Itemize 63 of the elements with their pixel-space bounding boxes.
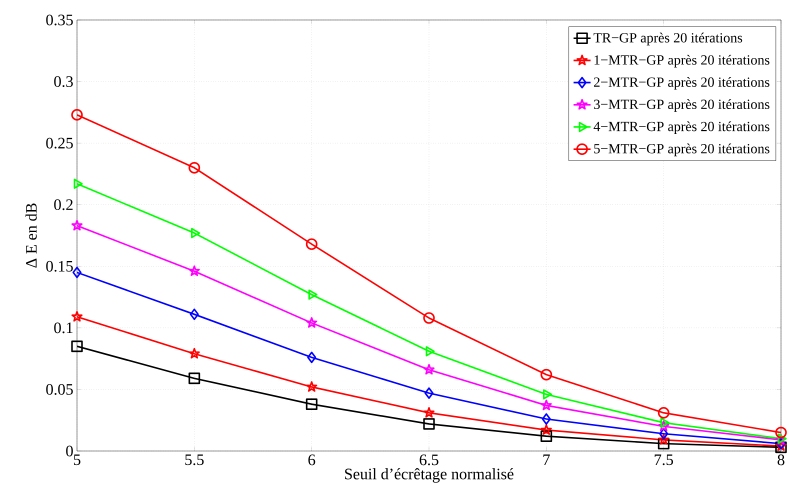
point bbox=[424, 387, 434, 399]
x-tick-label: 5 bbox=[74, 454, 80, 466]
point bbox=[658, 407, 670, 419]
point bbox=[658, 438, 670, 450]
y-tick-label: 0.35 bbox=[46, 14, 73, 26]
y-tick-label: 0.3 bbox=[54, 76, 73, 87]
x-tick-label: 7 bbox=[543, 454, 550, 465]
x-tick-label: 8 bbox=[778, 454, 784, 466]
point bbox=[660, 418, 670, 428]
x-axis-title: Seuil d’écrêtage normalisé bbox=[345, 468, 514, 483]
point bbox=[543, 389, 552, 400]
point bbox=[191, 228, 200, 238]
y-axis-title: Δ E en dB bbox=[26, 203, 37, 268]
point bbox=[72, 266, 82, 278]
point bbox=[776, 438, 786, 450]
x-tick-label: 6.5 bbox=[420, 454, 438, 466]
legend-label: 5−MTR−GP après 20 itérations bbox=[594, 144, 770, 156]
point bbox=[306, 238, 318, 250]
y-tick-label: 0.15 bbox=[46, 260, 73, 272]
point bbox=[306, 317, 318, 328]
point bbox=[423, 312, 435, 324]
point bbox=[540, 424, 552, 435]
x-tick-label: 6 bbox=[308, 454, 316, 466]
point bbox=[306, 398, 318, 410]
x-tick-label: 7.5 bbox=[654, 454, 674, 466]
point bbox=[778, 434, 787, 444]
point bbox=[71, 109, 83, 121]
point bbox=[188, 372, 200, 384]
point bbox=[775, 440, 787, 451]
legend-label: 1−MTR−GP après 20 itérations bbox=[594, 54, 770, 68]
point bbox=[542, 413, 551, 425]
point bbox=[306, 381, 318, 392]
point bbox=[74, 178, 83, 189]
point bbox=[775, 426, 787, 438]
legend-label: 2−MTR−GP après 20 itérations bbox=[594, 77, 770, 90]
point bbox=[71, 220, 83, 230]
point bbox=[190, 308, 199, 320]
point bbox=[540, 400, 552, 410]
point bbox=[423, 407, 435, 418]
point bbox=[775, 434, 787, 445]
point bbox=[658, 434, 670, 445]
point bbox=[308, 289, 318, 300]
point bbox=[71, 310, 83, 322]
y-tick-label: 0.1 bbox=[54, 322, 73, 334]
point bbox=[658, 420, 670, 432]
point bbox=[307, 352, 316, 364]
point bbox=[423, 418, 435, 430]
legend-label: TR−GP après 20 itérations bbox=[594, 32, 742, 46]
y-tick-label: 0.25 bbox=[46, 138, 73, 149]
point bbox=[540, 368, 552, 380]
point bbox=[188, 348, 200, 359]
x-tick-label: 5.5 bbox=[185, 454, 204, 466]
point bbox=[540, 430, 552, 442]
y-tick-label: 0.05 bbox=[46, 384, 73, 395]
point bbox=[423, 364, 435, 375]
point bbox=[426, 346, 435, 356]
y-tick-label: 0 bbox=[66, 446, 73, 456]
legend-label: 4−MTR−GP après 20 itérations bbox=[594, 121, 770, 134]
point bbox=[188, 265, 200, 276]
y-tick-label: 0.2 bbox=[54, 199, 73, 210]
point bbox=[71, 340, 83, 352]
point bbox=[188, 162, 200, 174]
legend-label: 3−MTR−GP après 20 itérations bbox=[594, 99, 770, 112]
